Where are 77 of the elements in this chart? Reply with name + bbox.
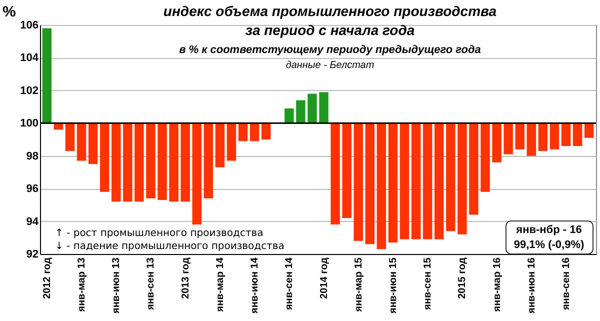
bar bbox=[584, 123, 594, 138]
x-tick-label: 2012 год bbox=[42, 256, 53, 299]
bar bbox=[169, 123, 178, 202]
bar bbox=[180, 123, 190, 202]
bar bbox=[76, 123, 86, 161]
y-tick-label: 100 bbox=[20, 118, 38, 130]
bar bbox=[296, 100, 306, 124]
bar bbox=[561, 123, 571, 146]
annotation: ↑ - рост промышленного производства bbox=[55, 228, 264, 239]
bar bbox=[261, 123, 271, 140]
y-tick-label: 102 bbox=[20, 84, 38, 97]
y-tick-label: 94 bbox=[26, 216, 40, 228]
bar bbox=[446, 123, 456, 232]
bar bbox=[100, 123, 110, 192]
x-tick-label: янв-мар 13 bbox=[76, 257, 88, 312]
bar bbox=[284, 108, 294, 124]
bar bbox=[458, 123, 467, 234]
x-tick-label: янв-июн 14 bbox=[250, 257, 261, 314]
chart-title: индекс объема промышленного производства за период с начала года bbox=[163, 3, 497, 38]
x-tick-label: 2014 год bbox=[318, 256, 330, 299]
y-tick-label: 92 bbox=[26, 248, 38, 260]
bar bbox=[515, 123, 524, 150]
bar bbox=[146, 123, 156, 198]
x-tick-label: янв-сен 16 bbox=[561, 257, 572, 310]
x-tick-label: янв-июн 13 bbox=[111, 257, 122, 314]
bar bbox=[504, 123, 513, 154]
bar bbox=[469, 123, 478, 215]
bar bbox=[538, 123, 548, 151]
bar bbox=[480, 123, 490, 192]
bar bbox=[42, 28, 52, 124]
x-tick-label: янв-июн 15 bbox=[388, 257, 399, 314]
x-tick-label: янв-сен 13 bbox=[146, 257, 157, 310]
bar bbox=[434, 123, 444, 240]
x-tick-label: янв-мар 14 bbox=[214, 257, 226, 312]
bar bbox=[158, 123, 167, 200]
x-tick-label: янв-сен 15 bbox=[422, 257, 434, 310]
bar bbox=[204, 123, 214, 198]
annotation: янв-нбр - 16 99,1% (-0,9%) bbox=[514, 224, 584, 251]
text: в % к соответстующему периоду предыдущего года bbox=[179, 44, 481, 56]
bar bbox=[319, 92, 328, 124]
annotation: данные - Белстат bbox=[286, 60, 374, 71]
y-tick-label: 96 bbox=[26, 183, 38, 196]
bar bbox=[400, 123, 410, 240]
bar bbox=[572, 123, 582, 146]
y-axis-title: % bbox=[2, 4, 16, 20]
bar bbox=[376, 123, 386, 250]
bar bbox=[215, 123, 225, 168]
y-tick-label: 106 bbox=[20, 20, 38, 32]
x-tick-label: янв-июн 16 bbox=[526, 257, 538, 314]
bar bbox=[526, 123, 536, 156]
bar bbox=[226, 123, 236, 161]
bar bbox=[365, 123, 375, 244]
bar bbox=[250, 123, 260, 142]
bar bbox=[308, 94, 317, 124]
x-tick-label: 2015 год bbox=[457, 256, 468, 299]
bar bbox=[411, 123, 421, 240]
y-tick-label: 98 bbox=[26, 150, 38, 162]
bar bbox=[354, 123, 363, 241]
bar bbox=[492, 123, 502, 162]
bar bbox=[422, 123, 432, 240]
bar bbox=[550, 123, 560, 150]
bar bbox=[65, 123, 75, 151]
bar bbox=[388, 123, 398, 243]
bar bbox=[192, 123, 202, 225]
y-tick-label: 104 bbox=[20, 52, 40, 64]
x-tick-label: янв-сен 14 bbox=[284, 257, 296, 310]
x-tick-label: янв-мар 16 bbox=[492, 257, 503, 312]
bar bbox=[342, 123, 352, 218]
bar bbox=[134, 123, 144, 202]
bar bbox=[123, 123, 132, 202]
x-tick-label: янв-мар 15 bbox=[353, 257, 364, 312]
x-tick-label: 2013 год bbox=[180, 256, 192, 299]
annotation: ↓ - падение промышленного производства bbox=[55, 241, 284, 252]
bar bbox=[238, 123, 248, 142]
bar bbox=[330, 123, 340, 225]
bar bbox=[88, 123, 98, 164]
bar bbox=[112, 123, 121, 202]
